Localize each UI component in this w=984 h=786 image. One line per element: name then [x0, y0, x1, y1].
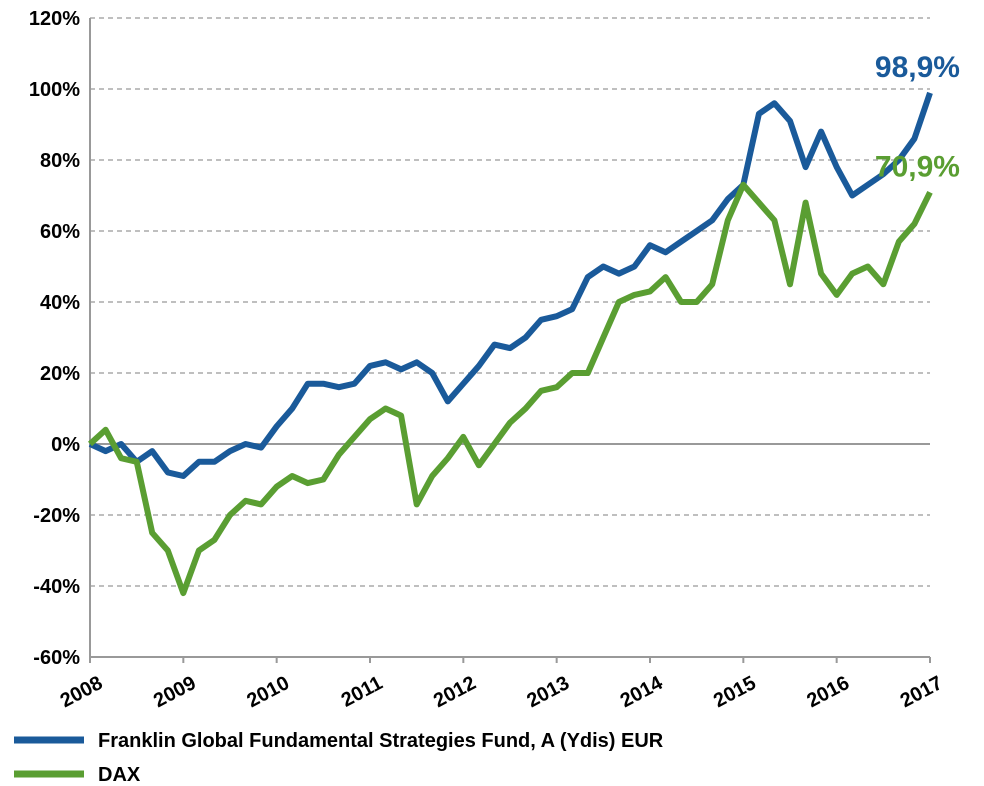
- y-tick-label: 60%: [40, 221, 80, 243]
- y-tick-label: -40%: [33, 576, 80, 598]
- x-tick-label: 2014: [617, 672, 667, 713]
- x-tick-label: 2015: [710, 672, 760, 712]
- x-tick-label: 2012: [430, 672, 480, 712]
- x-tick-label: 2017: [897, 672, 947, 712]
- y-tick-label: 120%: [29, 8, 80, 30]
- legend-label: Franklin Global Fundamental Strategies F…: [98, 730, 664, 752]
- x-tick-label: 2009: [150, 672, 200, 712]
- y-tick-label: 40%: [40, 292, 80, 314]
- x-tick-label: 2008: [57, 672, 107, 712]
- y-tick-label: 80%: [40, 150, 80, 172]
- y-tick-label: -20%: [33, 505, 80, 527]
- end-label: 98,9%: [875, 51, 960, 84]
- end-label: 70,9%: [875, 150, 960, 183]
- y-tick-label: 100%: [29, 79, 80, 101]
- y-tick-label: -60%: [33, 647, 80, 669]
- x-tick-label: 2013: [523, 672, 573, 712]
- y-tick-label: 0%: [51, 434, 80, 456]
- x-tick-label: 2016: [803, 672, 853, 712]
- series-line: [87, 181, 933, 597]
- y-tick-label: 20%: [40, 363, 80, 385]
- x-tick-label: 2010: [243, 672, 293, 712]
- legend-label: DAX: [98, 764, 141, 786]
- x-tick-label: 2011: [338, 672, 387, 712]
- series-line: [88, 91, 933, 479]
